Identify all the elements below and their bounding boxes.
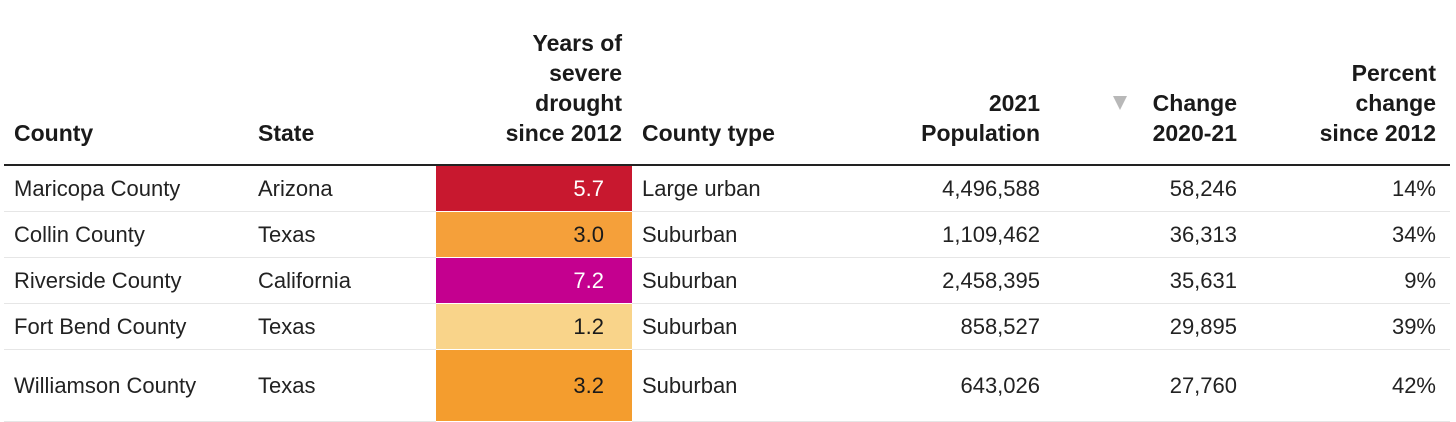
percent-cell: 39% (1247, 303, 1450, 350)
county-type-cell: Suburban (632, 303, 832, 350)
header-drought-line-1: Years of (532, 30, 623, 56)
county-drought-table: County State Years of severe drought sin… (4, 0, 1450, 422)
header-percent-change[interactable]: Percent change since 2012 (1247, 0, 1450, 166)
drought-cell: 3.2 (436, 349, 632, 422)
header-county[interactable]: County (4, 0, 248, 166)
state-cell: Texas (248, 349, 436, 422)
sort-descending-icon (1112, 96, 1127, 110)
state-cell: Texas (248, 303, 436, 350)
state-cell: Arizona (248, 165, 436, 212)
change-cell: 27,760 (1050, 349, 1247, 422)
state-cell: California (248, 257, 436, 304)
state-cell: Texas (248, 211, 436, 258)
population-cell: 858,527 (832, 303, 1050, 350)
change-cell: 29,895 (1050, 303, 1247, 350)
county-cell: Williamson County (4, 349, 248, 422)
header-drought-line-4: since 2012 (505, 120, 622, 146)
change-cell: 58,246 (1050, 165, 1247, 212)
header-state[interactable]: State (248, 0, 436, 166)
table-row: Maricopa County Arizona 5.7 Large urban … (4, 165, 1450, 212)
population-cell: 4,496,588 (832, 165, 1050, 212)
header-row: County State Years of severe drought sin… (4, 0, 1450, 166)
percent-cell: 9% (1247, 257, 1450, 304)
header-change-line-1: Change (1152, 90, 1237, 116)
county-cell: Fort Bend County (4, 303, 248, 350)
header-population[interactable]: 2021 Population (832, 0, 1050, 166)
percent-cell: 34% (1247, 211, 1450, 258)
drought-cell: 3.0 (436, 211, 632, 258)
change-cell: 36,313 (1050, 211, 1247, 258)
data-table: County State Years of severe drought sin… (4, 0, 1450, 422)
header-population-line-2: Population (921, 120, 1040, 146)
header-percent-line-1: Percent (1351, 60, 1436, 86)
change-cell: 35,631 (1050, 257, 1247, 304)
county-type-cell: Large urban (632, 165, 832, 212)
percent-cell: 14% (1247, 165, 1450, 212)
county-cell: Maricopa County (4, 165, 248, 212)
header-drought-line-2: severe (549, 60, 622, 86)
table-row: Riverside County California 7.2 Suburban… (4, 257, 1450, 304)
table-row: Collin County Texas 3.0 Suburban 1,109,4… (4, 211, 1450, 258)
header-percent-line-3: since 2012 (1319, 120, 1436, 146)
population-cell: 2,458,395 (832, 257, 1050, 304)
header-county-label: County (14, 120, 94, 146)
county-type-cell: Suburban (632, 349, 832, 422)
header-drought[interactable]: Years of severe drought since 2012 (436, 0, 632, 166)
header-population-line-1: 2021 (988, 90, 1040, 116)
header-drought-line-3: drought (535, 90, 622, 116)
county-type-cell: Suburban (632, 257, 832, 304)
county-cell: Collin County (4, 211, 248, 258)
header-percent-line-2: change (1355, 90, 1436, 116)
header-state-label: State (258, 120, 315, 146)
table-row: Williamson County Texas 3.2 Suburban 643… (4, 349, 1450, 422)
drought-cell: 1.2 (436, 303, 632, 350)
drought-cell: 7.2 (436, 257, 632, 304)
drought-cell: 5.7 (436, 165, 632, 212)
table-row: Fort Bend County Texas 1.2 Suburban 858,… (4, 303, 1450, 350)
header-county-type-label: County type (642, 120, 775, 146)
header-county-type[interactable]: County type (632, 0, 832, 166)
county-cell: Riverside County (4, 257, 248, 304)
population-cell: 643,026 (832, 349, 1050, 422)
header-change[interactable]: Change 2020-21 (1050, 0, 1247, 166)
population-cell: 1,109,462 (832, 211, 1050, 258)
header-change-line-2: 2020-21 (1152, 120, 1237, 146)
county-type-cell: Suburban (632, 211, 832, 258)
